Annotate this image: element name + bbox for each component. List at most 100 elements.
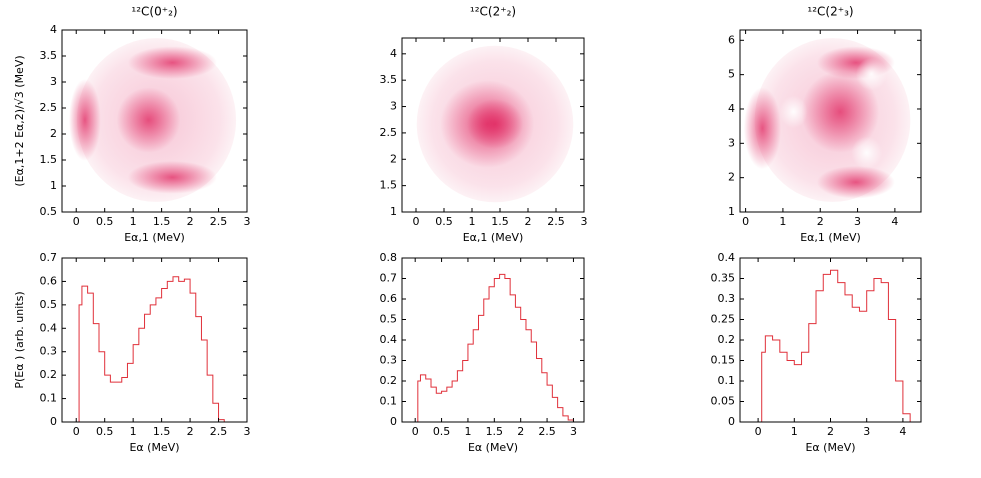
x-axis-label: Eα (MeV) (129, 441, 179, 454)
x-tick-label: 1.5 (153, 215, 171, 228)
x-tick-label: 0 (412, 425, 419, 438)
x-tick-label: 2 (517, 425, 524, 438)
y-tick-label: 6 (728, 33, 735, 46)
x-tick-label: 3 (570, 425, 577, 438)
density-spot (743, 87, 782, 170)
x-axis-label: Eα (MeV) (468, 441, 518, 454)
y-tick-label: 1 (728, 205, 735, 218)
density-spot (127, 46, 217, 80)
density-hole (851, 136, 883, 170)
x-tick-label: 2 (525, 215, 532, 228)
y-tick-label: 0.15 (711, 354, 736, 367)
y-tick-label: 0.7 (380, 272, 398, 285)
y-tick-label: 2.5 (40, 101, 58, 114)
density-hole (855, 57, 887, 91)
y-tick-label: 4 (728, 102, 735, 115)
x-tick-label: 1 (469, 215, 476, 228)
x-tick-label: 0 (413, 215, 420, 228)
x-tick-label: 0.5 (96, 215, 114, 228)
y-tick-label: 0.2 (40, 368, 58, 381)
y-tick-label: 2 (50, 127, 57, 140)
y-tick-label: 3 (50, 75, 57, 88)
y-tick-label: 0.3 (718, 292, 736, 305)
y-tick-label: 1 (390, 205, 397, 218)
y-tick-label: 0.4 (40, 321, 58, 334)
y-tick-label: 3 (390, 100, 397, 113)
x-tick-label: 1 (130, 215, 137, 228)
x-tick-label: 2.5 (210, 425, 228, 438)
y-tick-label: 1.5 (380, 179, 398, 192)
chart-title: ¹²C(2⁺₃) (807, 5, 853, 19)
y-tick-label: 0 (50, 415, 57, 428)
x-axis-label: Eα,1 (MeV) (124, 231, 185, 244)
x-axis-label: Eα,1 (MeV) (800, 231, 861, 244)
y-tick-label: 3.5 (380, 73, 398, 86)
x-axis-label: Eα,1 (MeV) (463, 231, 524, 244)
x-tick-label: 3 (244, 215, 251, 228)
density-spot (127, 160, 217, 194)
x-tick-label: 0 (755, 425, 762, 438)
x-tick-label: 2 (827, 425, 834, 438)
y-tick-label: 0.25 (711, 313, 736, 326)
x-tick-label: 0.5 (433, 425, 451, 438)
x-tick-label: 4 (899, 425, 906, 438)
x-tick-label: 1.5 (486, 425, 504, 438)
y-tick-label: 0.8 (380, 251, 398, 264)
y-tick-label: 0.2 (380, 374, 398, 387)
y-tick-label: 0 (390, 415, 397, 428)
x-tick-label: 0.5 (435, 215, 453, 228)
y-tick-label: 1 (50, 179, 57, 192)
x-tick-label: 2 (187, 215, 194, 228)
x-tick-label: 0.5 (96, 425, 114, 438)
y-tick-label: 5 (728, 68, 735, 81)
x-tick-label: 3 (581, 215, 588, 228)
x-tick-label: 4 (891, 215, 898, 228)
y-tick-label: 0.6 (40, 274, 58, 287)
histogram-line (415, 273, 574, 423)
x-tick-label: 0 (73, 425, 80, 438)
x-tick-label: 1.5 (491, 215, 509, 228)
histogram-line (76, 276, 225, 423)
y-tick-label: 0.5 (40, 298, 58, 311)
y-tick-label: 2.5 (380, 126, 398, 139)
x-axis-label: Eα (MeV) (805, 441, 855, 454)
x-tick-label: 1 (791, 425, 798, 438)
y-tick-label: 0.2 (718, 333, 736, 346)
y-tick-label: 0.5 (380, 313, 398, 326)
x-tick-label: 2 (187, 425, 194, 438)
x-tick-label: 3 (854, 215, 861, 228)
plot-frame (739, 29, 922, 213)
y-tick-label: 0.4 (718, 251, 736, 264)
chart-title: ¹²C(2⁺₂) (470, 5, 516, 19)
x-tick-label: 2.5 (538, 425, 556, 438)
plot-frame (61, 257, 248, 423)
y-tick-label: 0 (728, 415, 735, 428)
y-tick-label: 0.5 (40, 205, 58, 218)
y-tick-label: 0.7 (40, 251, 58, 264)
y-tick-label: 2 (728, 171, 735, 184)
density-spot (116, 87, 181, 153)
chart-title: ¹²C(0⁺₂) (131, 5, 177, 19)
y-tick-label: 3.5 (40, 49, 58, 62)
y-tick-label: 0.1 (380, 395, 398, 408)
y-axis-label: (Eα,1+2 Eα,2)/√3 (MeV) (13, 55, 26, 186)
density-spot (466, 98, 524, 150)
plot-frame (61, 29, 248, 213)
density-hole (779, 95, 808, 129)
x-tick-label: 2.5 (210, 215, 228, 228)
x-tick-label: 3 (244, 425, 251, 438)
y-tick-label: 0.3 (40, 345, 58, 358)
x-tick-label: 0 (742, 215, 749, 228)
y-tick-label: 3 (728, 136, 735, 149)
x-tick-label: 3 (863, 425, 870, 438)
y-tick-label: 2 (390, 152, 397, 165)
y-tick-label: 0.4 (380, 333, 398, 346)
x-tick-label: 1 (130, 425, 137, 438)
y-tick-label: 4 (50, 23, 57, 36)
plot-frame (401, 37, 585, 213)
histogram-line (758, 269, 911, 423)
density-spot (816, 165, 895, 199)
y-tick-label: 0.1 (718, 374, 736, 387)
x-tick-label: 0 (73, 215, 80, 228)
